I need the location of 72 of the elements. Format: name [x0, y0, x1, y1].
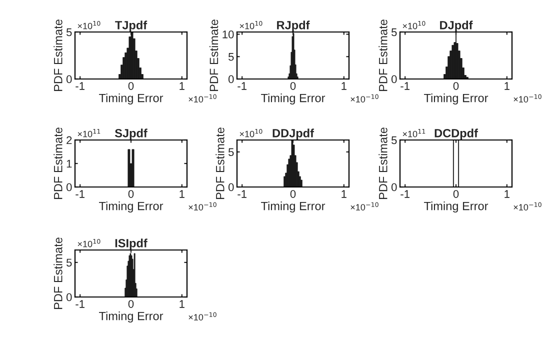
- x-axis-title: Timing Error: [99, 94, 164, 105]
- x-tick-label: -1: [238, 190, 246, 198]
- y-tick-label: 0: [228, 183, 234, 192]
- y-tick-label: 5: [66, 28, 72, 36]
- text: ×10$^{10}$: [240, 20, 262, 30]
- chart-title: DCDpdf: [434, 128, 478, 140]
- x-tick-label: 0: [290, 82, 296, 90]
- x-tick-label: 1: [180, 300, 184, 308]
- text: ×10$^{11}$: [78, 129, 100, 138]
- text: ×10$^{10}$: [78, 20, 100, 30]
- chart-title: DJpdf: [440, 20, 473, 32]
- y-tick-label: 1: [66, 160, 72, 168]
- y-tick-label: 0: [66, 293, 72, 302]
- y-tick-label: 5: [391, 28, 397, 36]
- text: ×10$^{10}$: [240, 128, 262, 138]
- x-tick-label: 0: [453, 190, 459, 198]
- x-axis-title: Timing Error: [261, 94, 326, 105]
- y-tick-label: 0: [391, 75, 397, 84]
- x-tick-label: 0: [128, 82, 134, 90]
- x-tick-label: -1: [238, 82, 246, 90]
- text: ×10$^{−10}$: [188, 94, 216, 102]
- x-axis-title: Timing Error: [424, 202, 488, 213]
- y-tick-label: 10: [222, 30, 234, 38]
- x-tick-label: 0: [453, 82, 459, 90]
- text: ×10$^{10}$: [402, 20, 426, 30]
- y-axis-title: PDF Estimate: [216, 128, 224, 199]
- text: ×10$^{−10}$: [350, 202, 378, 210]
- y-tick-label: 0: [66, 75, 72, 84]
- x-tick-label: 0: [290, 190, 296, 198]
- y-axis-title: PDF Estimate: [378, 20, 388, 91]
- x-tick-label: -1: [76, 82, 84, 90]
- x-tick-label: 1: [180, 82, 184, 90]
- text: ×10$^{11}$: [402, 129, 426, 138]
- x-tick-label: -1: [76, 300, 84, 308]
- chart-title: RJpdf: [277, 20, 310, 32]
- text: ×10$^{−10}$: [514, 202, 542, 210]
- y-tick-label: 5: [228, 148, 234, 156]
- x-axis-title: Timing Error: [261, 202, 326, 213]
- x-tick-label: 1: [504, 190, 510, 198]
- chart-title: TJpdf: [115, 20, 148, 32]
- y-tick-label: 5: [391, 136, 397, 144]
- x-tick-label: 1: [180, 190, 184, 198]
- y-axis-title: PDF Estimate: [378, 128, 388, 199]
- text: ×10$^{10}$: [78, 238, 100, 248]
- text: ×10$^{−10}$: [514, 94, 542, 102]
- text: ×10$^{−10}$: [350, 94, 378, 102]
- y-tick-label: 5: [66, 258, 72, 267]
- y-tick-label: 5: [228, 53, 234, 61]
- x-tick-label: -1: [76, 190, 84, 198]
- y-axis-title: PDF Estimate: [209, 20, 218, 91]
- chart-title: DDJpdf: [272, 128, 314, 140]
- chart-title: ISIpdf: [115, 238, 148, 250]
- text: ×10$^{−10}$: [188, 202, 216, 210]
- x-tick-label: 1: [342, 82, 346, 90]
- x-tick-label: -1: [400, 190, 410, 198]
- y-axis-title: PDF Estimate: [54, 238, 62, 309]
- chart-title: SJpdf: [114, 128, 148, 140]
- text: ×10$^{−10}$: [188, 312, 216, 320]
- x-tick-label: 0: [128, 190, 134, 198]
- y-tick-label: 0: [228, 75, 234, 84]
- y-tick-label: 2: [66, 136, 72, 144]
- x-tick-label: -1: [400, 82, 410, 90]
- y-axis-title: PDF Estimate: [54, 20, 62, 91]
- x-axis-title: Timing Error: [99, 312, 164, 323]
- x-tick-label: 1: [504, 82, 510, 90]
- y-axis-title: PDF Estimate: [54, 128, 62, 199]
- x-axis-title: Timing Error: [424, 94, 488, 105]
- y-tick-label: 0: [66, 183, 72, 192]
- x-tick-label: 1: [342, 190, 346, 198]
- y-tick-label: 0: [391, 183, 397, 192]
- x-axis-title: Timing Error: [99, 202, 164, 213]
- x-tick-label: 0: [128, 300, 134, 308]
